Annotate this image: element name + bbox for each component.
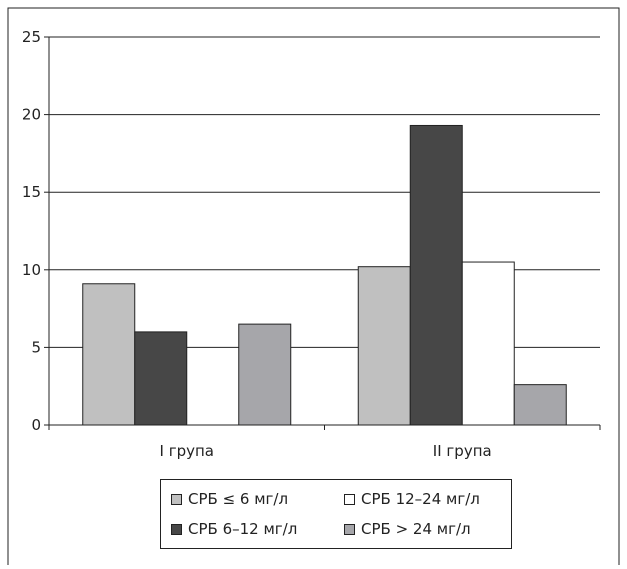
y-tick-label: 20 (22, 106, 41, 124)
legend-swatch-1 (171, 523, 182, 535)
bar (134, 331, 188, 426)
axis-labels: 0 5 10 15 20 25 I група II група (22, 28, 492, 460)
legend-item-1: СРБ 6–12 мг/л (171, 520, 297, 538)
legend-swatch-3 (344, 523, 355, 535)
legend-label-0: СРБ ≤ 6 мг/л (188, 490, 289, 508)
legend-label-2: СРБ 12–24 мг/л (361, 490, 480, 508)
legend-item-0: СРБ ≤ 6 мг/л (171, 490, 288, 508)
chart-frame (7, 7, 620, 565)
bar (82, 283, 136, 426)
bar (238, 323, 292, 426)
legend-label-1: СРБ 6–12 мг/л (188, 520, 298, 538)
x-tick-label: I група (160, 442, 214, 460)
bars (82, 124, 567, 426)
legend-swatch-0 (171, 493, 182, 505)
legend-item-2: СРБ 12–24 мг/л (344, 490, 480, 508)
legend: СРБ ≤ 6 мг/л СРБ 6–12 мг/л СРБ 12–24 мг/… (160, 479, 512, 549)
bar (513, 384, 567, 426)
y-tick-label: 10 (22, 261, 41, 279)
legend-label-3: СРБ > 24 мг/л (361, 520, 471, 538)
legend-item-3: СРБ > 24 мг/л (344, 520, 471, 538)
y-tick-label: 5 (31, 338, 41, 356)
bar (409, 124, 463, 426)
legend-swatch-2 (344, 493, 355, 505)
y-tick-label: 0 (31, 416, 41, 434)
x-tick-label: II група (433, 442, 492, 460)
bar (461, 261, 515, 426)
y-tick-label: 15 (22, 183, 41, 201)
bar (357, 266, 411, 426)
y-tick-label: 25 (22, 28, 41, 46)
